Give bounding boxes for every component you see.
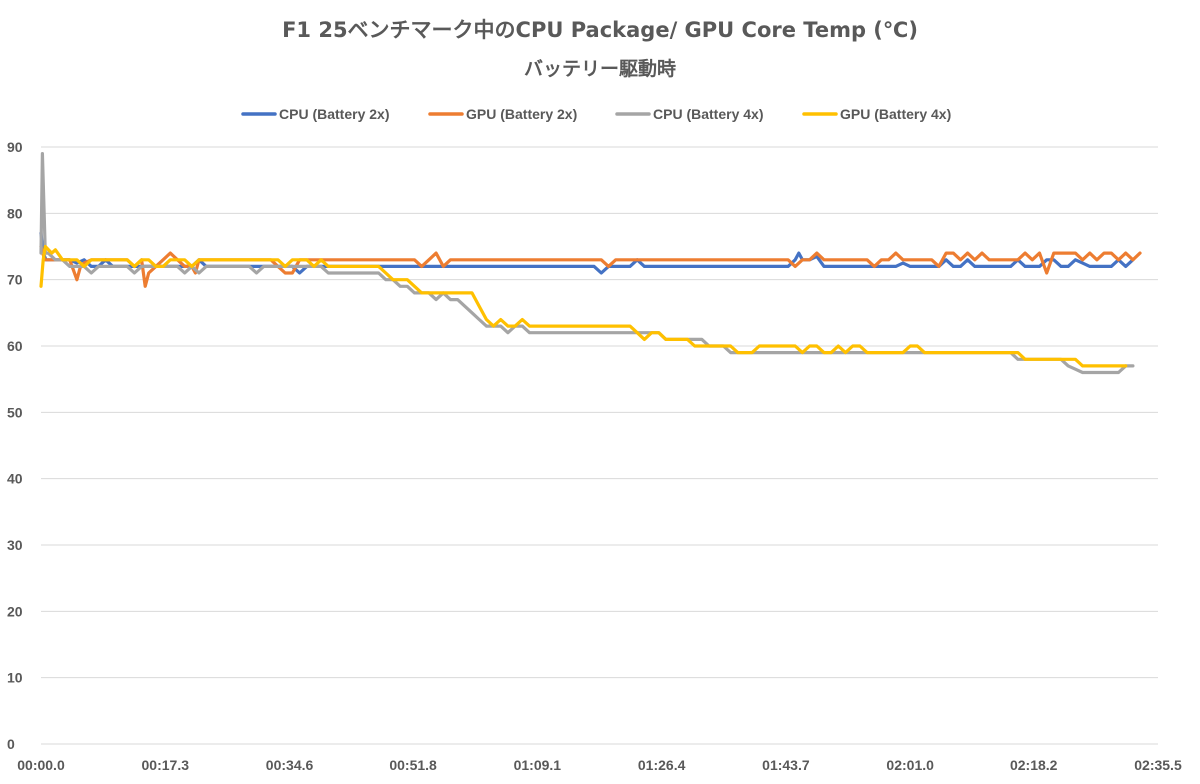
legend-label: GPU (Battery 4x) bbox=[840, 106, 951, 122]
y-tick-label: 0 bbox=[7, 736, 15, 752]
y-axis-tick-labels: 0 10 20 30 40 50 60 70 80 90 bbox=[7, 139, 23, 752]
x-tick-label: 00:34.6 bbox=[266, 757, 314, 773]
x-axis-tick-labels: 00:00.0 00:17.3 00:34.6 00:51.8 01:09.1 01:26… bbox=[17, 757, 1182, 773]
legend-label: CPU (Battery 2x) bbox=[279, 106, 389, 122]
legend: CPU (Battery 2x) GPU (Battery 2x) CPU (Bat… bbox=[241, 106, 951, 122]
gridlines bbox=[41, 146, 1158, 745]
y-tick-label: 10 bbox=[7, 670, 23, 686]
y-tick-label: 50 bbox=[7, 404, 23, 420]
x-tick-label: 00:17.3 bbox=[142, 757, 190, 773]
y-tick-label: 60 bbox=[7, 338, 23, 354]
y-tick-label: 70 bbox=[7, 272, 23, 288]
x-tick-label: 02:35.5 bbox=[1134, 757, 1182, 773]
y-tick-label: 30 bbox=[7, 537, 23, 553]
legend-label: GPU (Battery 2x) bbox=[466, 106, 577, 122]
x-tick-label: 02:01.0 bbox=[886, 757, 934, 773]
series-layer bbox=[39, 152, 1142, 375]
chart-subtitle: バッテリー駆動時 bbox=[524, 58, 676, 80]
chart-title: F1 25ベンチマーク中のCPU Package/ GPU Core Temp … bbox=[282, 18, 918, 42]
x-tick-label: 00:00.0 bbox=[17, 757, 65, 773]
x-tick-label: 02:18.2 bbox=[1010, 757, 1058, 773]
x-tick-label: 01:43.7 bbox=[762, 757, 810, 773]
y-tick-label: 40 bbox=[7, 471, 23, 487]
x-tick-label: 01:26.4 bbox=[638, 757, 686, 773]
legend-label: CPU (Battery 4x) bbox=[653, 106, 763, 122]
x-tick-label: 00:51.8 bbox=[389, 757, 437, 773]
y-tick-label: 80 bbox=[7, 205, 23, 221]
series-line-gpu-battery-2x bbox=[39, 244, 1142, 288]
y-tick-label: 20 bbox=[7, 603, 23, 619]
x-tick-label: 01:09.1 bbox=[514, 757, 562, 773]
series-line-gpu-battery-4x bbox=[39, 244, 1128, 368]
y-tick-label: 90 bbox=[7, 139, 23, 155]
